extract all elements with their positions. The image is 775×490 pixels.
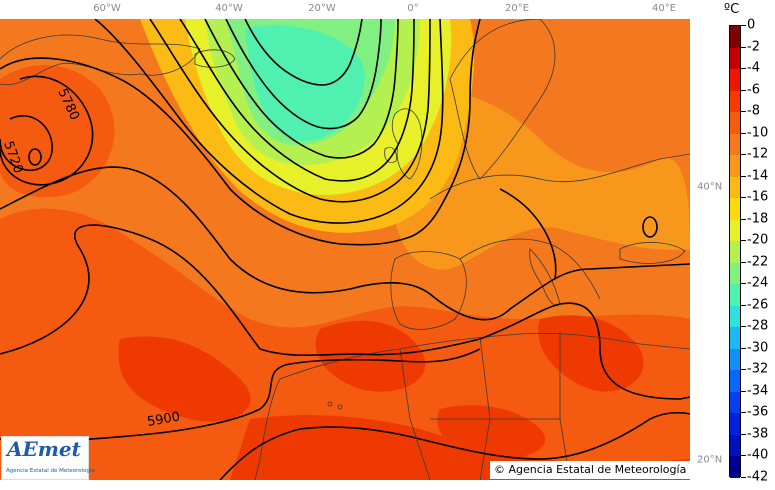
legend-value-label: -14 <box>747 168 769 184</box>
legend-tick <box>741 175 746 177</box>
longitude-label-40e: 40°E <box>651 3 677 14</box>
geopotential-contours <box>0 19 690 480</box>
latitude-label-20n: 20°N <box>697 454 723 466</box>
legend-value-label: -26 <box>747 297 769 313</box>
aemet-logo: AEmet Agencia Estatal de Meteorología <box>1 436 95 480</box>
latitude-label-40n: 40°N <box>697 181 723 193</box>
legend-color-step <box>730 413 740 436</box>
temperature-legend <box>729 25 741 479</box>
legend-value-label: -38 <box>747 426 769 442</box>
mild-zones <box>395 86 690 270</box>
legend-tick <box>741 25 746 26</box>
contour-label-5900: 5900 <box>146 409 181 430</box>
legend-tick <box>741 326 746 328</box>
legend-color-step <box>730 47 740 70</box>
legend-tick <box>741 46 746 48</box>
legend-color-step <box>730 262 740 285</box>
legend-color-step <box>730 284 740 307</box>
legend-color-step <box>730 155 740 178</box>
legend-color-step <box>730 241 740 264</box>
legend-unit: ºC <box>724 2 740 17</box>
legend-value-label: -42 <box>747 469 769 485</box>
legend-value-label: -34 <box>747 383 769 399</box>
legend-value-label: -10 <box>747 125 769 141</box>
map-canvas: 5780 5720 5900 <box>0 19 690 480</box>
legend-tick <box>741 68 746 70</box>
legend-color-step <box>730 133 740 156</box>
legend-color-step <box>730 69 740 92</box>
legend-tick <box>741 261 746 263</box>
legend-tick <box>741 369 746 371</box>
legend-color-step <box>730 391 740 414</box>
legend-value-label: -40 <box>747 447 769 463</box>
legend-value-label: -20 <box>747 232 769 248</box>
legend-color-step <box>730 327 740 350</box>
legend-value-label: -22 <box>747 254 769 270</box>
legend-color-step <box>730 348 740 371</box>
legend-color-step <box>730 456 740 479</box>
legend-color-step <box>730 434 740 457</box>
longitude-label-0: 0° <box>407 3 419 14</box>
legend-value-label: -8 <box>747 103 760 119</box>
legend-value-label: -28 <box>747 318 769 334</box>
legend-value-label: -30 <box>747 340 769 356</box>
coastlines <box>0 19 690 480</box>
legend-tick <box>741 477 746 478</box>
legend-tick <box>741 197 746 199</box>
longitude-label-60w: 60°W <box>93 3 121 14</box>
longitude-label-20e: 20°E <box>504 3 530 14</box>
legend-value-label: -16 <box>747 189 769 205</box>
legend-tick <box>741 455 746 457</box>
legend-tick <box>741 304 746 306</box>
logo-subtitle: Agencia Estatal de Meteorología <box>6 468 95 474</box>
legend-tick <box>741 240 746 242</box>
legend-value-label: -24 <box>747 275 769 291</box>
legend-tick <box>741 412 746 414</box>
legend-color-step <box>730 90 740 113</box>
legend-tick <box>741 433 746 435</box>
logo-name: AEmet <box>7 437 81 461</box>
legend-tick <box>741 283 746 285</box>
legend-value-label: -36 <box>747 404 769 420</box>
legend-value-label: -12 <box>747 146 769 162</box>
legend-tick <box>741 89 746 91</box>
legend-value-label: -6 <box>747 82 760 98</box>
legend-tick <box>741 111 746 113</box>
legend-tick <box>741 390 746 392</box>
legend-value-label: -4 <box>747 60 760 76</box>
legend-tick <box>741 347 746 349</box>
legend-color-step <box>730 176 740 199</box>
temperature-map: 5780 5720 5900 <box>0 19 690 480</box>
legend-value-label: -32 <box>747 361 769 377</box>
coldest-zones <box>245 25 365 141</box>
legend-value-label: -2 <box>747 39 760 55</box>
legend-color-step <box>730 112 740 135</box>
legend-tick <box>741 132 746 134</box>
legend-color-step <box>730 305 740 328</box>
legend-color-step <box>730 370 740 393</box>
legend-color-step <box>730 219 740 242</box>
legend-color-step <box>730 26 740 49</box>
legend-tick <box>741 154 746 156</box>
legend-value-label: -18 <box>747 211 769 227</box>
copyright-notice: © Agencia Estatal de Meteorología <box>490 461 691 479</box>
legend-value-label: 0 <box>747 17 756 33</box>
legend-tick <box>741 218 746 220</box>
longitude-label-40w: 40°W <box>215 3 243 14</box>
legend-color-step <box>730 198 740 221</box>
longitude-label-20w: 20°W <box>308 3 336 14</box>
